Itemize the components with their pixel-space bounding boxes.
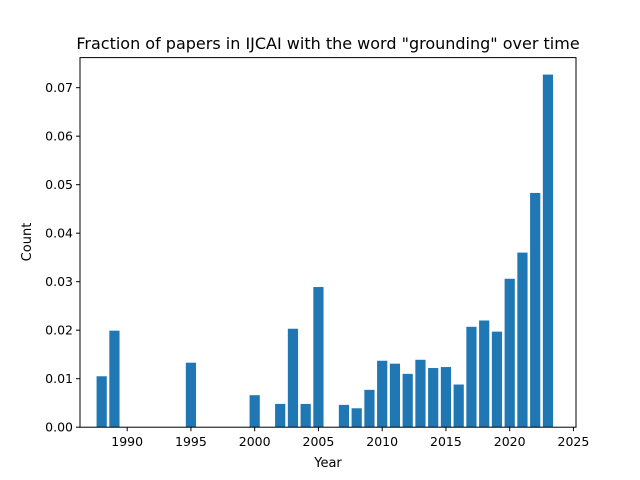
bar-2012 [402,373,413,428]
bar-2017 [466,326,477,428]
x-tick-label: 1995 [175,434,207,449]
bar-2015 [440,367,452,428]
bar-2019 [491,331,503,428]
y-tick-label: 0.07 [45,80,73,95]
y-axis-ticks: 0.00 0.01 0.02 0.03 0.04 0.05 0.06 0.07 [45,80,80,435]
y-tick-label: 0.05 [45,177,73,192]
x-axis-label: Year [313,456,342,471]
bar-2009 [364,389,375,428]
bar-2007 [338,404,350,428]
bar-2008 [351,408,362,428]
bar-2018 [479,320,490,428]
bar-1988 [96,376,107,428]
bar-1989 [109,330,120,428]
y-axis-label: Count [20,223,35,262]
x-tick-label: 2010 [366,434,398,449]
bar-2000 [249,395,260,428]
bar-2005 [313,287,324,428]
bar-2023 [542,74,554,428]
bar-1995 [185,362,197,428]
chart-title: Fraction of papers in IJCAI with the wor… [76,34,579,53]
y-tick-label: 0.03 [45,274,73,289]
bar-2003 [287,328,299,428]
x-tick-label: 2025 [558,434,590,449]
x-tick-label: 2020 [494,434,526,449]
x-tick-label: 2005 [303,434,335,449]
bars-group [96,74,554,428]
bar-2011 [389,363,401,428]
x-tick-label: 1990 [111,434,143,449]
bar-2004 [300,403,311,428]
bar-2016 [453,384,464,428]
y-tick-label: 0.00 [45,420,73,435]
bar-2010 [377,360,388,428]
plot-frame [79,57,577,428]
bar-2014 [428,368,439,428]
bar-2021 [517,252,528,428]
x-axis-ticks: 1990 1995 2000 2005 2010 2015 2020 2025 [111,427,589,449]
bar-2020 [504,278,515,428]
x-tick-label: 2015 [430,434,462,449]
y-tick-label: 0.02 [45,323,73,338]
y-tick-label: 0.01 [45,371,73,386]
x-tick-label: 2000 [239,434,271,449]
bar-2022 [530,192,541,428]
bar-2013 [415,359,426,428]
y-tick-label: 0.04 [45,226,73,241]
y-tick-label: 0.06 [45,129,73,144]
bar-2002 [275,403,286,428]
